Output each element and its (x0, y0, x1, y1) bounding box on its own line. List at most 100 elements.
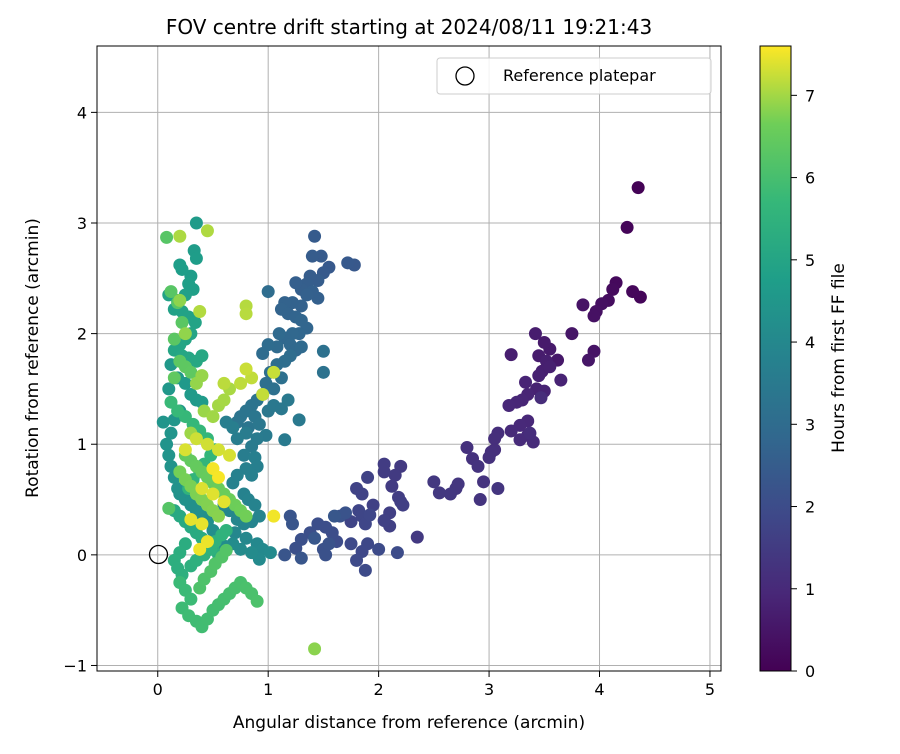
data-point (322, 537, 336, 551)
data-point (626, 285, 640, 299)
x-tick-label: 3 (484, 680, 494, 699)
data-point (256, 347, 270, 361)
data-point (432, 486, 446, 500)
data-point (620, 220, 634, 234)
data-point (491, 481, 505, 495)
colorbar-tick-label: 3 (805, 415, 815, 434)
data-point (372, 542, 386, 556)
y-axis-label: Rotation from reference (arcmin) (23, 218, 43, 498)
data-point (519, 375, 533, 389)
data-point (160, 230, 174, 244)
data-point (189, 251, 203, 265)
data-point (532, 369, 546, 383)
data-point (377, 514, 391, 528)
data-point (606, 282, 620, 296)
data-point (195, 517, 209, 531)
data-point (576, 298, 590, 312)
data-point (256, 387, 270, 401)
x-tick-label: 5 (705, 680, 715, 699)
data-point (167, 332, 181, 346)
data-point (184, 365, 198, 379)
data-point (175, 262, 189, 276)
data-point (245, 439, 259, 453)
data-point (338, 506, 352, 520)
data-point (193, 304, 207, 318)
data-point (443, 487, 457, 501)
data-point (239, 362, 253, 376)
data-point (410, 530, 424, 544)
data-point (451, 477, 465, 491)
x-tick-label: 1 (263, 680, 273, 699)
data-point (272, 327, 286, 341)
data-point (211, 509, 225, 523)
colorbar-tick-label: 7 (805, 86, 815, 105)
data-point (267, 365, 281, 379)
chart-title: FOV centre drift starting at 2024/08/11 … (166, 15, 652, 39)
data-point (390, 546, 404, 560)
x-axis-ticks: 0 1 2 3 4 5 (153, 671, 715, 699)
data-point (178, 376, 192, 390)
data-point (178, 327, 192, 341)
data-point (361, 470, 375, 484)
data-point (164, 426, 178, 440)
data-point (223, 448, 237, 462)
data-point (285, 517, 299, 531)
data-point (195, 349, 209, 363)
data-point (327, 509, 341, 523)
data-point (261, 285, 275, 299)
data-point (311, 517, 325, 531)
data-point (471, 459, 485, 473)
y-tick-label: 4 (77, 103, 87, 122)
data-point (350, 481, 364, 495)
data-point (319, 548, 333, 562)
y-tick-label: 0 (77, 546, 87, 565)
data-point (528, 327, 542, 341)
data-point (289, 276, 303, 290)
data-point (234, 376, 248, 390)
x-tick-label: 2 (374, 680, 384, 699)
data-point (164, 395, 178, 409)
data-point (162, 501, 176, 515)
data-point (267, 382, 281, 396)
colorbar-tick-label: 0 (805, 662, 815, 681)
data-point (195, 369, 209, 383)
data-point (171, 481, 185, 495)
data-point (278, 433, 292, 447)
colorbar-tick-label: 4 (805, 333, 815, 352)
data-point (274, 402, 288, 416)
colorbar-label: Hours from first FF file (829, 263, 849, 453)
data-point (308, 229, 322, 243)
colorbar-tick-label: 5 (805, 251, 815, 270)
data-point (217, 495, 231, 509)
data-point (162, 448, 176, 462)
data-point (219, 415, 233, 429)
data-point (173, 229, 187, 243)
data-point (217, 376, 231, 390)
data-point (305, 249, 319, 263)
data-point (239, 509, 253, 523)
data-point (193, 542, 207, 556)
data-point (543, 360, 557, 374)
data-point (206, 410, 220, 424)
data-point (239, 307, 253, 321)
data-point (175, 316, 189, 330)
y-tick-label: 2 (77, 325, 87, 344)
data-point (245, 546, 259, 560)
data-point (219, 524, 233, 538)
data-point (316, 344, 330, 358)
data-point (482, 451, 496, 465)
plot-frame (96, 45, 722, 672)
y-tick-label: 3 (77, 214, 87, 233)
colorbar-tick-label: 2 (805, 498, 815, 517)
legend-reference-marker (455, 66, 475, 86)
data-point (388, 468, 402, 482)
data-point (156, 415, 170, 429)
data-point (267, 509, 281, 523)
data-point (237, 448, 251, 462)
data-point (631, 181, 645, 195)
data-point (239, 531, 253, 545)
data-point (294, 551, 308, 565)
data-point (534, 391, 548, 405)
data-point (427, 475, 441, 489)
